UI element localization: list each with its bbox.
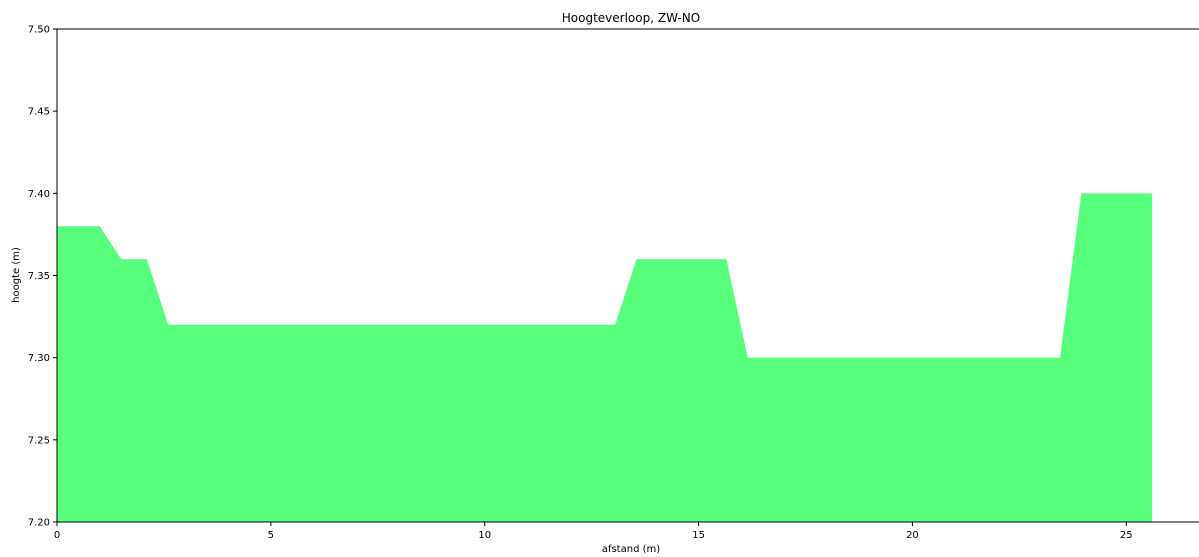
x-tick-label: 0 xyxy=(54,530,60,541)
x-tick-label: 20 xyxy=(906,530,919,541)
y-tick-label: 7.45 xyxy=(28,107,50,118)
x-axis-ticks: 0 5 10 15 20 25 xyxy=(54,522,1133,541)
y-axis-label: hoogte (m) xyxy=(11,247,22,303)
x-tick-label: 10 xyxy=(478,530,491,541)
y-axis-ticks: 7.20 7.25 7.30 7.35 7.40 7.45 7.50 xyxy=(28,25,57,529)
chart-title: Hoogteverloop, ZW-NO xyxy=(562,11,700,25)
x-axis-label: afstand (m) xyxy=(602,544,660,555)
elevation-area-0 xyxy=(57,193,1152,523)
y-tick-label: 7.35 xyxy=(28,271,50,282)
x-tick-label: 25 xyxy=(1120,530,1133,541)
y-tick-label: 7.50 xyxy=(28,25,50,36)
y-tick-label: 7.20 xyxy=(28,518,50,529)
y-tick-label: 7.25 xyxy=(28,435,50,446)
plot-area xyxy=(57,193,1152,523)
x-tick-label: 5 xyxy=(268,530,274,541)
y-tick-label: 7.30 xyxy=(28,353,50,364)
x-tick-label: 15 xyxy=(692,530,705,541)
y-tick-label: 7.40 xyxy=(28,189,50,200)
